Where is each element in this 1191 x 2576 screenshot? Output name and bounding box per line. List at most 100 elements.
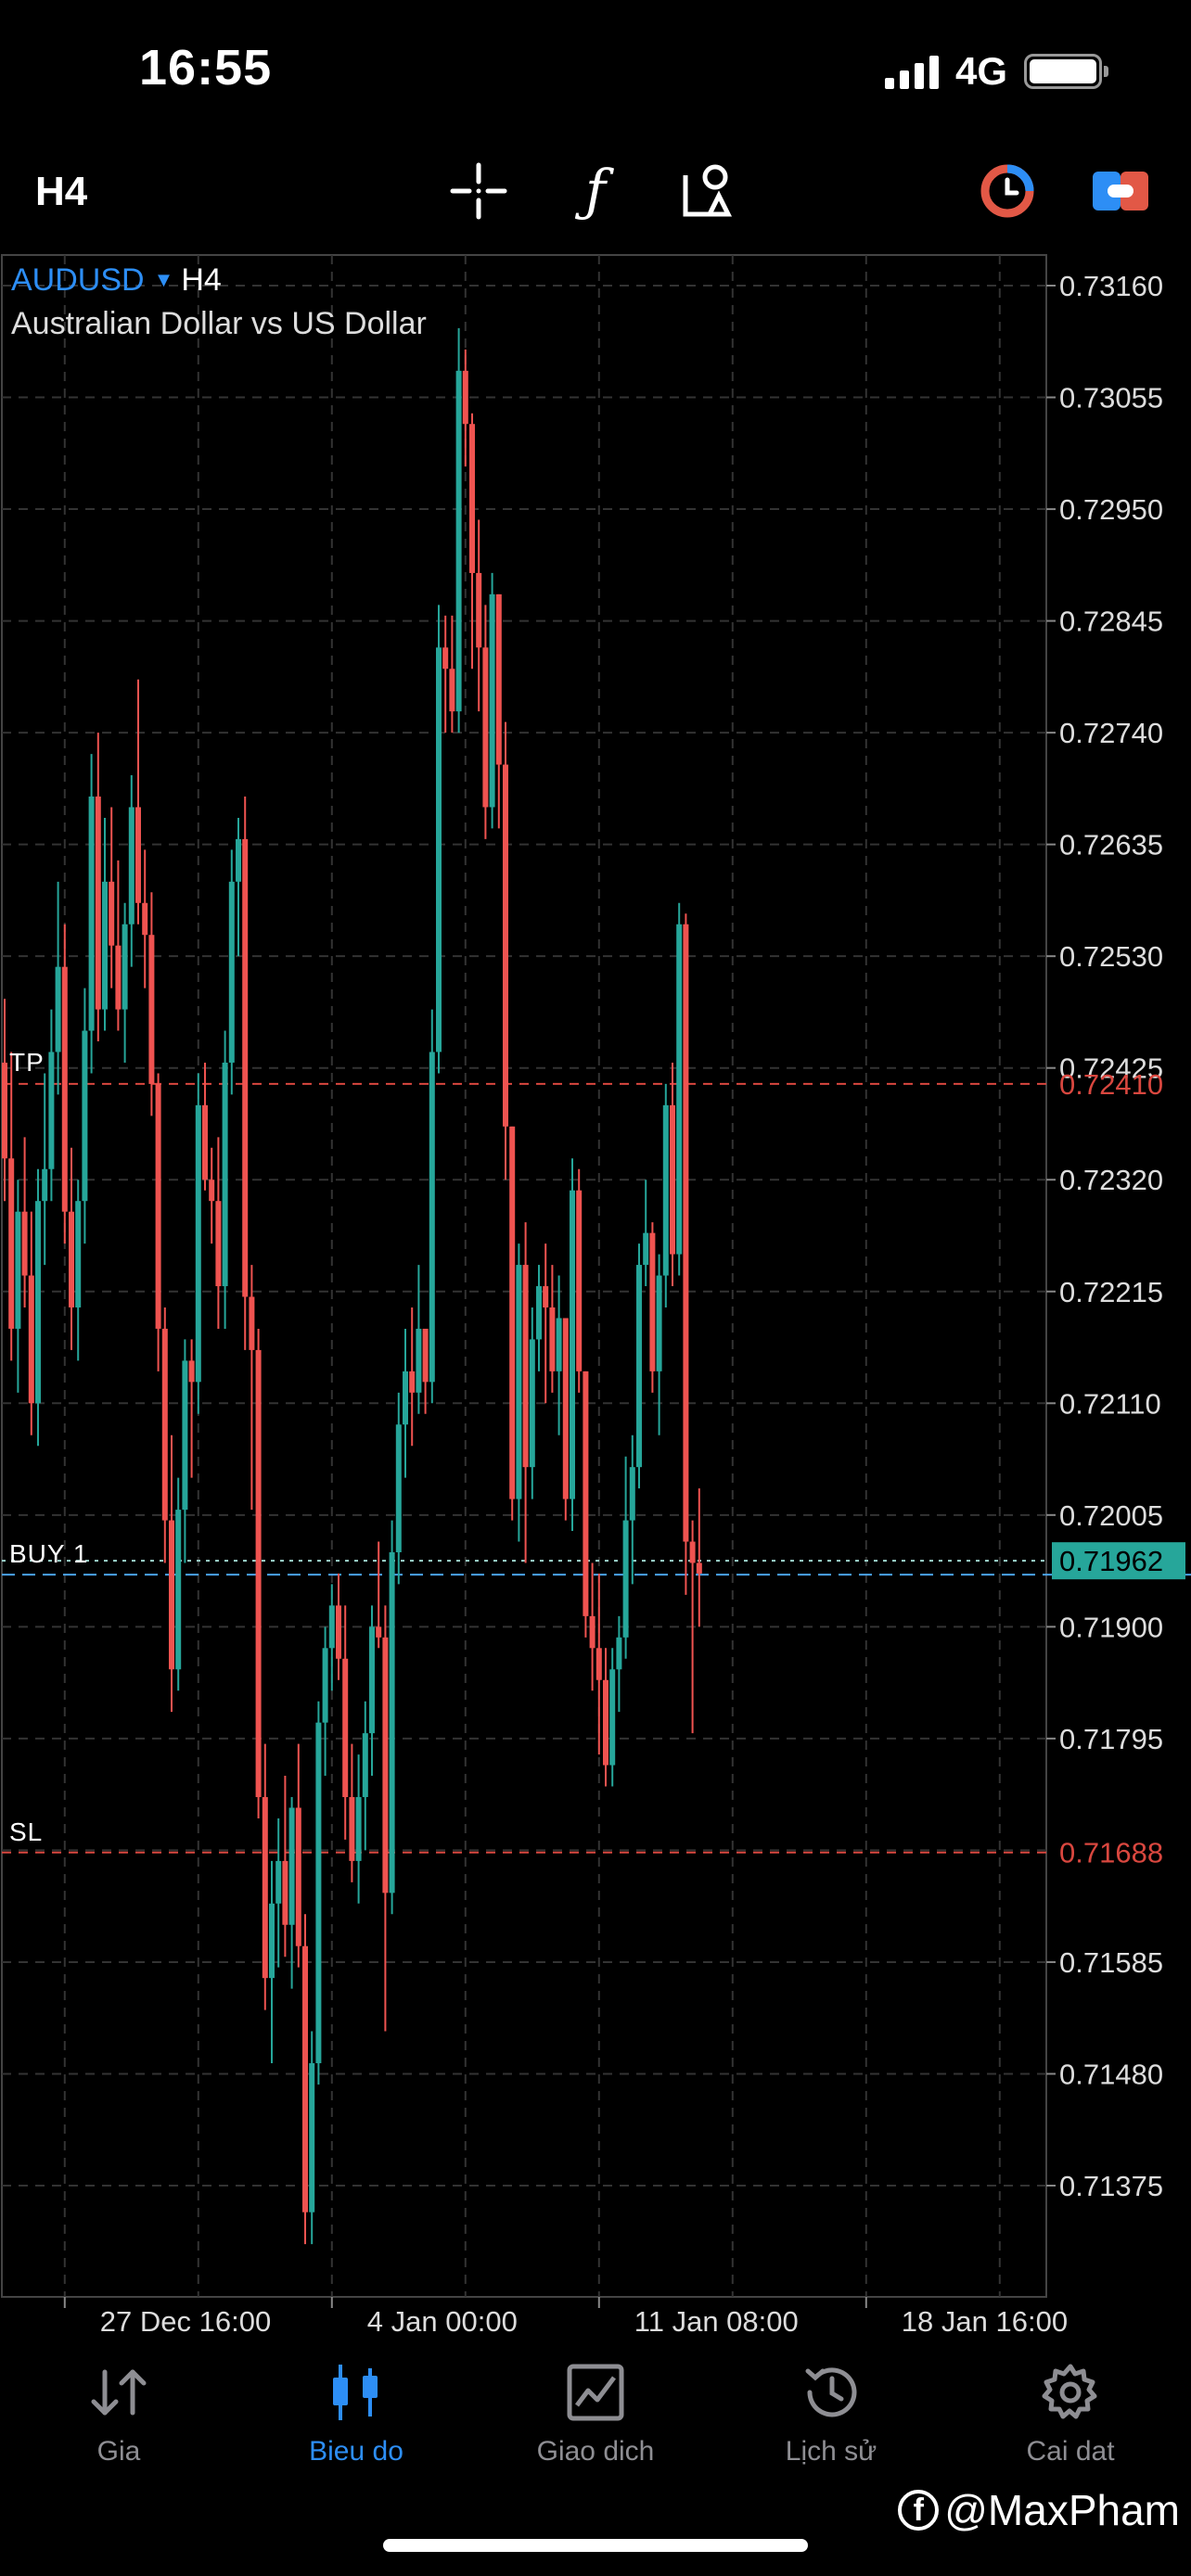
candle-body	[455, 370, 462, 712]
trade-chart-icon	[484, 2351, 707, 2434]
signal-strength-icon	[884, 54, 939, 89]
candle-body	[469, 424, 475, 573]
timeframe-button[interactable]: H4	[35, 169, 88, 214]
y-axis-label: 0.72635	[1059, 829, 1163, 861]
candle-body	[489, 593, 495, 808]
y-axis-label: 0.71375	[1059, 2170, 1163, 2202]
candle-body	[596, 1648, 602, 1680]
candle-body	[422, 1328, 429, 1383]
candle-body	[288, 1807, 295, 1925]
price-chart[interactable]: 0.73160 0.73055 0.72950 0.72845 0.72740 0.726…	[0, 0, 1191, 2355]
candle-body	[589, 1615, 596, 1649]
objects-icon[interactable]	[677, 158, 744, 224]
y-axis-label: 0.72215	[1059, 1276, 1163, 1308]
candle-body	[135, 807, 141, 903]
candle-body	[2, 1062, 7, 1159]
tab-chart[interactable]: Bieu do	[245, 2351, 467, 2468]
candle-body	[670, 1104, 675, 1255]
candle-body	[209, 1180, 215, 1202]
candle-body	[522, 1265, 529, 1468]
tab-settings[interactable]: Cai dat	[959, 2351, 1182, 2468]
candle-body	[649, 1232, 656, 1371]
candle-body	[48, 1052, 55, 1169]
candle-body	[696, 1562, 702, 1574]
candle-body	[609, 1669, 616, 1766]
candle-body	[662, 1104, 669, 1276]
candle-body	[676, 924, 683, 1255]
candle-body	[215, 1201, 222, 1287]
candlestick-chart-icon	[245, 2351, 467, 2434]
candle-body	[549, 1307, 556, 1371]
candle-body	[295, 1807, 301, 1946]
candle-body	[429, 1052, 435, 1383]
buy-line-label[interactable]: BUY 1	[9, 1539, 89, 1568]
chart-canvas[interactable]: 0.73160 0.73055 0.72950 0.72845 0.72740 0.726…	[0, 0, 1191, 2355]
quotes-arrows-icon	[7, 2351, 230, 2434]
chart-frame	[1, 254, 1047, 2298]
candle-body	[376, 1626, 382, 1638]
candle-body	[562, 1318, 569, 1499]
sl-line-label[interactable]: SL	[9, 1817, 44, 1846]
candle-body	[556, 1318, 562, 1371]
candle-body	[182, 1360, 188, 1511]
candle-body	[169, 1520, 174, 1670]
candle-body	[416, 1328, 422, 1393]
tab-label: Cai dat	[1026, 2436, 1115, 2467]
candle-body	[583, 1371, 589, 1616]
trade-panel-icon[interactable]	[1087, 158, 1154, 224]
tp-price-label: 0.72410	[1059, 1068, 1163, 1101]
candle-body	[503, 764, 508, 1127]
candle-body	[242, 838, 249, 1297]
indicators-f-icon[interactable]: ƒ	[584, 159, 607, 223]
y-axis-label: 0.73160	[1059, 270, 1163, 302]
home-indicator	[383, 2539, 808, 2552]
candle-body	[155, 1083, 161, 1329]
y-axis-label: 0.72110	[1059, 1387, 1161, 1420]
candle-body	[355, 1797, 362, 1861]
y-axis-label: 0.72005	[1059, 1499, 1163, 1532]
candle-body	[249, 1296, 255, 1350]
watermark-text: @MaxPham	[944, 2486, 1180, 2534]
one-click-trading-icon[interactable]	[974, 158, 1041, 224]
chart-timeframe: H4	[181, 262, 222, 298]
chart-symbol-header[interactable]: AUDUSD ▼ H4	[11, 262, 222, 299]
status-time: 16:55	[139, 40, 273, 96]
candle-body	[282, 1860, 288, 1925]
candle-body	[148, 935, 155, 1084]
candle-body	[476, 572, 482, 648]
candle-body	[21, 1211, 28, 1276]
candle-body	[643, 1232, 649, 1266]
crosshair-icon[interactable]	[445, 158, 512, 224]
candle-body	[603, 1679, 608, 1766]
candle-body	[228, 881, 235, 1063]
candle-body	[222, 1062, 228, 1287]
status-indicators: 4G	[884, 48, 1108, 95]
tp-line-label[interactable]: TP	[9, 1048, 45, 1077]
y-axis-label: 0.72740	[1059, 717, 1163, 749]
bottom-tab-bar: Gia Bieu do Giao dich Lịch sử Cai dat	[0, 2351, 1191, 2499]
candle-body	[328, 1605, 335, 1649]
settings-gear-icon	[959, 2351, 1182, 2434]
candle-body	[543, 1286, 549, 1307]
candle-body	[622, 1520, 629, 1638]
y-axis-label: 0.71900	[1059, 1611, 1163, 1643]
tab-trade[interactable]: Giao dich	[484, 2351, 707, 2468]
candle-body	[8, 1158, 15, 1329]
tab-history[interactable]: Lịch sử	[720, 2351, 942, 2468]
candle-body	[302, 1945, 308, 2213]
candle-body	[275, 1860, 282, 1904]
candle-body	[403, 1371, 408, 1425]
y-axis-label: 0.72845	[1059, 606, 1163, 638]
network-type: 4G	[954, 49, 1007, 93]
candle-body	[449, 669, 455, 712]
tab-quotes[interactable]: Gia	[7, 2351, 230, 2468]
symbol-name[interactable]: AUDUSD	[11, 262, 145, 298]
candle-body	[142, 902, 148, 936]
candle-body	[382, 1637, 389, 1894]
y-axis-label: 0.72950	[1059, 493, 1163, 526]
candle-body	[75, 1201, 82, 1307]
symbol-dropdown-icon[interactable]: ▼	[153, 268, 174, 291]
candle-body	[28, 1275, 34, 1404]
candle-body	[536, 1286, 542, 1340]
candle-body	[55, 966, 61, 1052]
